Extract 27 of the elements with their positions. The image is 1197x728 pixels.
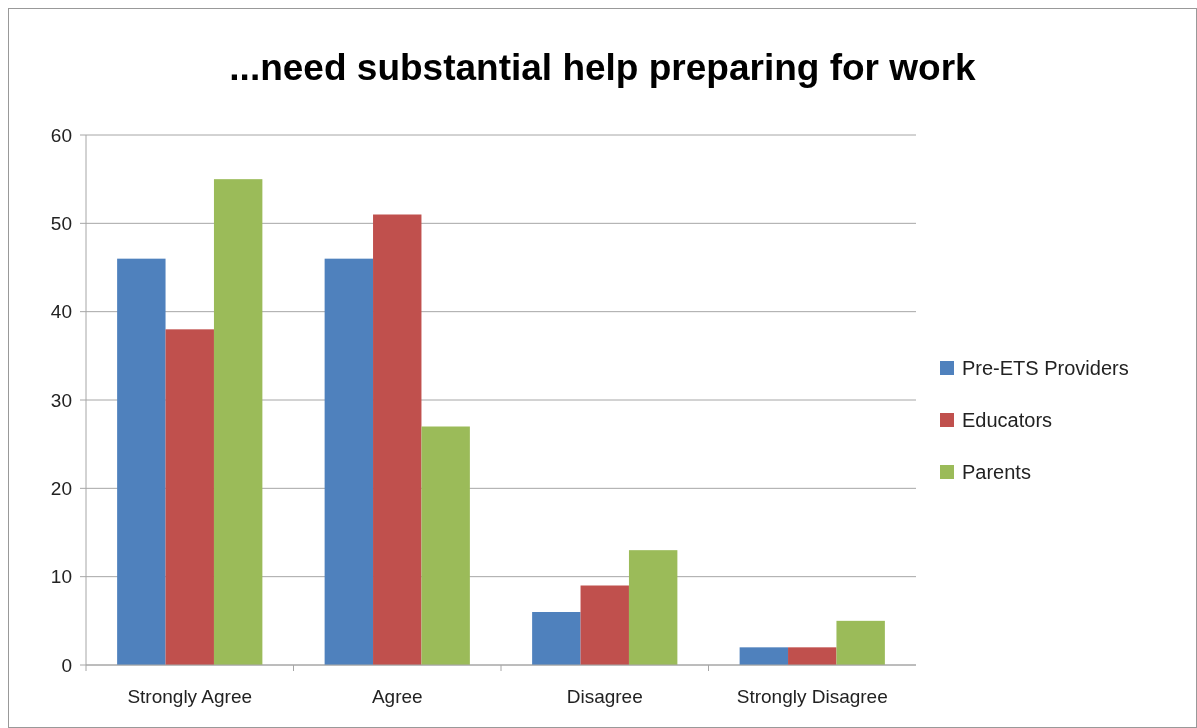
y-tick-label: 40 [50,301,72,323]
bar [324,258,374,665]
bar [421,426,470,665]
y-tick-label: 30 [50,389,72,411]
bar [165,329,214,665]
bar [739,647,789,665]
legend-label: Pre-ETS Providers [962,357,1129,379]
y-tick-label: 20 [50,477,72,499]
chart-title: ...need substantial help preparing for work [229,47,977,88]
bar [117,258,166,665]
bar [532,612,581,665]
bar [580,585,629,665]
bar [836,620,885,665]
legend-label: Parents [962,461,1031,483]
x-tick-label: Strongly Disagree [736,686,888,707]
y-tick-label: 60 [50,124,72,146]
y-tick-label: 10 [50,566,72,588]
y-tick-label: 0 [61,654,72,676]
bar [628,550,678,665]
bar [213,179,263,665]
bar [373,214,422,665]
y-tick-label: 50 [50,212,72,234]
x-tick-label: Agree [371,686,423,707]
bar [788,647,837,665]
legend-label: Educators [962,409,1053,431]
x-tick-label: Disagree [566,686,643,707]
x-tick-label: Strongly Agree [127,686,253,707]
